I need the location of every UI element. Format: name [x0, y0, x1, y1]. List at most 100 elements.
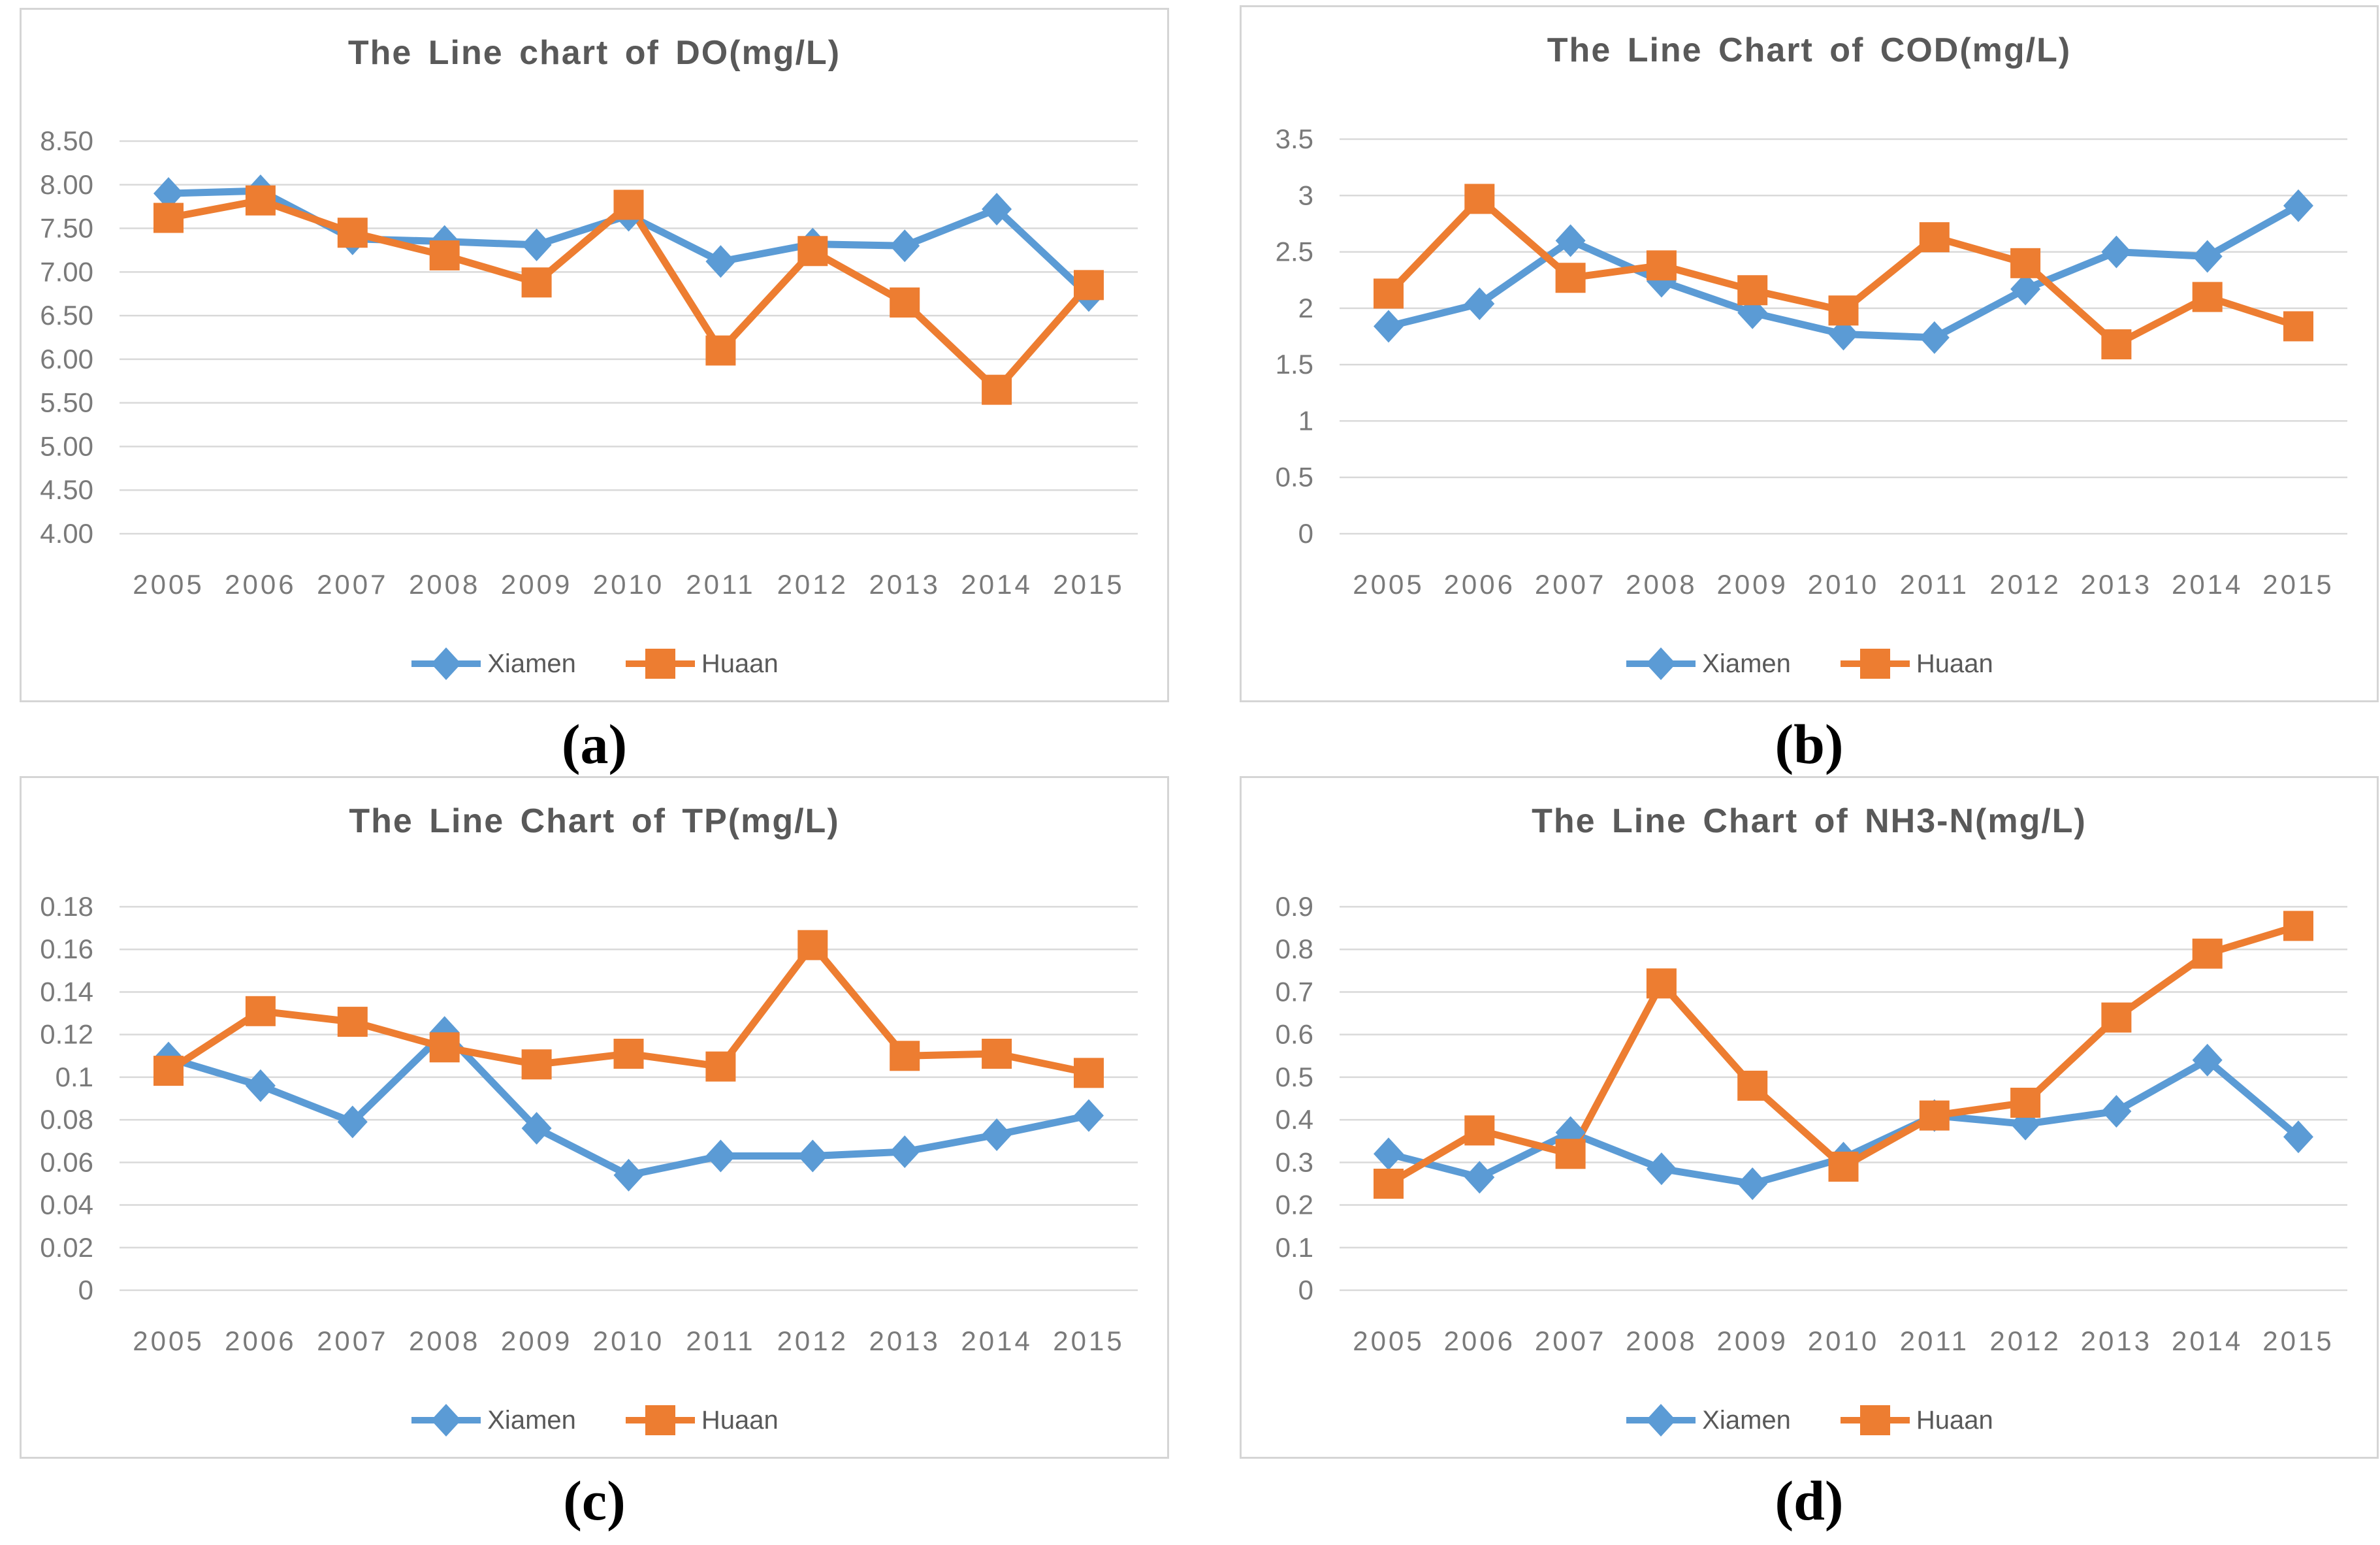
y-axis-tick-labels: 0.18 0.16 0.14 0.12 0.1 0.08 0.06 0.04 0.02 0: [40, 891, 93, 1305]
y-axis-tick-label: 1.5: [1276, 349, 1313, 380]
diamond-marker-xiamen: [1828, 317, 1859, 351]
x-axis-tick-label: 2011: [1900, 569, 1969, 600]
diamond-marker-xiamen: [1074, 1099, 1104, 1132]
x-axis-tick-label: 2007: [1535, 1325, 1606, 1356]
y-axis-tick-label: 0.5: [1276, 462, 1313, 493]
square-marker-huaan: [1464, 1115, 1495, 1146]
y-axis-tick-label: 7.00: [40, 256, 93, 287]
x-axis-tick-label: 2014: [961, 569, 1032, 600]
x-axis-tick-label: 2007: [317, 1325, 388, 1356]
subfigure-label-b: (b): [1775, 713, 1844, 775]
x-axis-tick-label: 2007: [317, 569, 388, 600]
x-axis-tick-label: 2005: [1353, 569, 1424, 600]
chart-panel-d: The Line Chart of NH3-N(mg/L) 0.9 0.8 0.7 0.…: [1240, 776, 2379, 1459]
x-axis-tick-label: 2013: [2081, 569, 2152, 600]
legend-label: Xiamen: [1702, 649, 1791, 678]
x-axis-tick-label: 2012: [1989, 569, 2061, 600]
chart-plot-a: 8.50 8.00 7.50 7.00 6.50 6.00 5.50 5.00 4.50 4.00…: [40, 125, 1138, 600]
diamond-marker-xiamen: [2192, 240, 2223, 273]
square-marker-huaan: [1074, 1058, 1104, 1088]
square-marker-huaan: [613, 1039, 644, 1069]
square-marker-huaan: [2010, 248, 2041, 278]
x-axis-tick-labels: 2005 2006 2007 2008 2009 2010 2011 2012 2013 2014…: [1353, 1325, 2331, 1356]
square-marker-huaan: [429, 1032, 460, 1063]
diamond-marker-xiamen: [521, 228, 552, 261]
series-markers-xiamen: [1374, 189, 2313, 354]
square-marker-huaan: [1374, 1168, 1404, 1199]
diamond-marker-xiamen: [2283, 1120, 2313, 1154]
square-marker-huaan: [1555, 1139, 1586, 1169]
x-axis-tick-label: 2006: [225, 1325, 296, 1356]
square-marker-huaan: [982, 374, 1012, 405]
subfigure-label-a: (a): [561, 713, 628, 775]
square-marker-huaan: [1828, 1151, 1859, 1182]
diamond-marker-xiamen: [245, 1069, 276, 1102]
chart-legend: Xiamen Huaan: [22, 647, 1167, 681]
chart-plot-c: 0.18 0.16 0.14 0.12 0.1 0.08 0.06 0.04 0.02 0 2005…: [40, 891, 1138, 1356]
x-axis-tick-label: 2008: [1626, 569, 1697, 600]
legend-item-xiamen: Xiamen: [1625, 647, 1791, 681]
diamond-marker-xiamen: [521, 1112, 552, 1145]
x-axis-tick-label: 2014: [961, 1325, 1032, 1356]
diamond-legend-marker-icon: [411, 1404, 481, 1437]
x-axis-tick-label: 2007: [1535, 569, 1606, 600]
y-axis-tick-label: 0.4: [1276, 1104, 1313, 1135]
diamond-marker-xiamen: [2010, 272, 2041, 306]
y-axis-tick-label: 3: [1298, 180, 1313, 210]
x-axis-tick-label: 2014: [2172, 569, 2243, 600]
x-axis-tick-labels: 2005 2006 2007 2008 2009 2010 2011 2012 2013 2014…: [1353, 569, 2331, 600]
chart-legend: Xiamen Huaan: [1242, 647, 2377, 681]
x-axis-tick-label: 2005: [133, 1325, 204, 1356]
y-axis-tick-label: 5.00: [40, 431, 93, 461]
x-axis-tick-label: 2010: [1808, 569, 1879, 600]
diamond-marker-xiamen: [153, 177, 184, 210]
legend-label: Huaan: [1916, 1405, 1993, 1435]
square-marker-huaan: [890, 1041, 920, 1071]
y-axis-tick-label: 0.7: [1276, 976, 1313, 1007]
y-axis-tick-label: 1: [1298, 405, 1313, 436]
square-marker-huaan: [2192, 938, 2223, 969]
x-axis-tick-label: 2006: [1444, 569, 1515, 600]
square-marker-huaan: [337, 218, 368, 248]
square-marker-huaan: [2283, 911, 2313, 941]
diamond-marker-xiamen: [2101, 1095, 2132, 1128]
square-marker-huaan: [2101, 1002, 2132, 1033]
square-marker-huaan: [245, 185, 276, 216]
y-axis-tick-label: 0.06: [40, 1147, 93, 1177]
y-axis-tick-label: 0.2: [1276, 1190, 1313, 1220]
diamond-marker-xiamen: [1374, 1137, 1404, 1171]
y-axis-tick-label: 0.16: [40, 934, 93, 964]
x-axis-tick-label: 2011: [686, 1325, 755, 1356]
y-axis-tick-label: 0.08: [40, 1104, 93, 1135]
x-axis-tick-label: 2009: [501, 1325, 572, 1356]
y-axis-tick-label: 0.18: [40, 891, 93, 922]
diamond-marker-xiamen: [797, 1139, 828, 1173]
x-axis-tick-label: 2010: [593, 569, 664, 600]
square-marker-huaan: [705, 1051, 736, 1082]
x-axis-tick-label: 2010: [593, 1325, 664, 1356]
subfigure-label-c: (c): [563, 1469, 626, 1532]
y-axis-tick-label: 6.00: [40, 344, 93, 374]
diamond-marker-xiamen: [890, 1135, 920, 1169]
diamond-legend-marker-icon: [411, 647, 481, 680]
diamond-legend-marker-icon: [1626, 1404, 1696, 1437]
square-marker-huaan: [337, 1007, 368, 1037]
chart-panel-b: The Line Chart of COD(mg/L) 3.5 3 2.5 2 1.5 1 0…: [1240, 5, 2379, 702]
x-axis-tick-label: 2008: [1626, 1325, 1697, 1356]
diamond-marker-xiamen: [1919, 321, 1950, 354]
chart-plot-d: 0.9 0.8 0.7 0.6 0.5 0.4 0.3 0.2 0.1 0 2005 2006 2007…: [1276, 891, 2347, 1356]
diamond-marker-xiamen: [613, 1158, 644, 1192]
x-axis-tick-label: 2014: [2172, 1325, 2243, 1356]
series-markers-huaan: [1374, 911, 2313, 1199]
diamond-marker-xiamen: [1464, 1161, 1495, 1194]
diamond-icon: [431, 647, 462, 680]
legend-item-huaan: Huaan: [1839, 1403, 1993, 1437]
square-legend-marker-icon: [1840, 1405, 1910, 1435]
square-marker-huaan: [797, 930, 828, 960]
square-marker-huaan: [1919, 222, 1950, 253]
subfigure-label-d: (d): [1775, 1469, 1844, 1532]
square-marker-huaan: [2283, 311, 2313, 342]
x-axis-tick-label: 2013: [2081, 1325, 2152, 1356]
x-axis-tick-label: 2009: [1716, 569, 1788, 600]
legend-label: Xiamen: [487, 649, 576, 678]
